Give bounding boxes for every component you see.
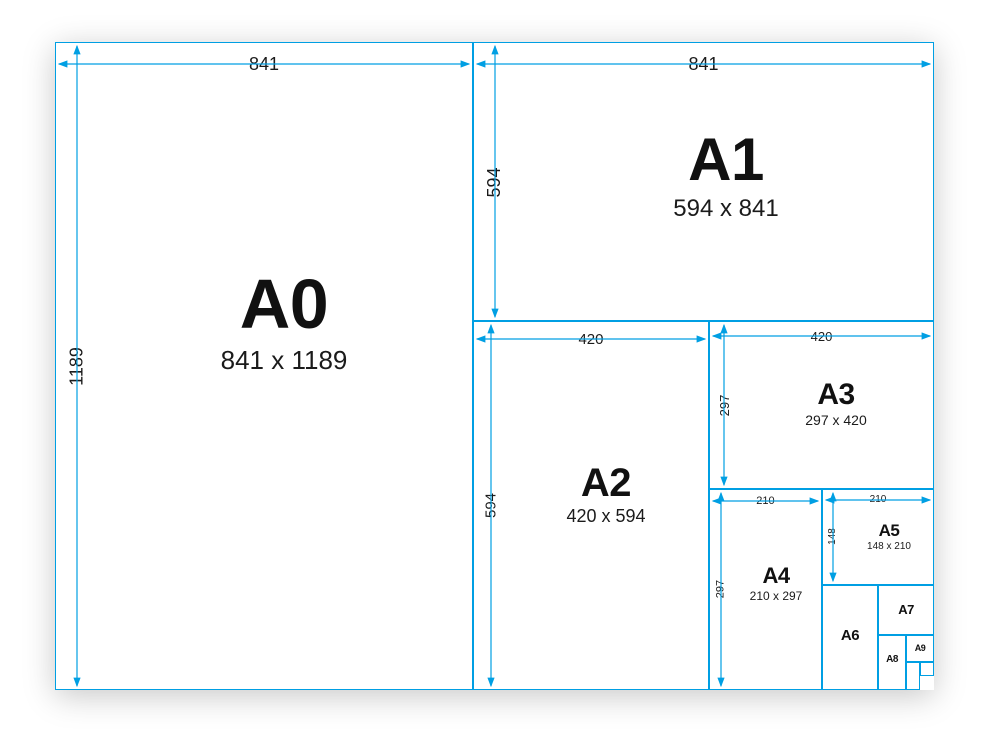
dimension-label: 148: [827, 528, 838, 545]
dimension-label: 1189: [66, 346, 87, 388]
dimension-label: 420: [578, 331, 604, 348]
pane-a6-label: A6: [710, 628, 989, 643]
dimension-label: 841: [248, 54, 279, 75]
dimension-label: 420: [810, 329, 833, 344]
pane-a8-title: A8: [886, 655, 898, 665]
pane-a6-title: A6: [841, 628, 859, 643]
pane-a0-dims: 841 x 1189: [221, 345, 348, 376]
pane-a1-title: A1: [688, 130, 764, 190]
pane-a8-label: A8: [752, 655, 989, 665]
pane-a3-dims: 297 x 420: [805, 412, 867, 428]
pane-a4-title: A4: [762, 565, 789, 587]
pane-a9-label: A9: [780, 644, 989, 653]
pane-a5-title: A5: [879, 522, 900, 539]
pane-a3-label: A3 297 x 420: [696, 380, 976, 428]
pane-a7-label: A7: [766, 603, 989, 616]
pane-a0-label: A0 841 x 1189: [144, 269, 424, 376]
paper-size-diagram: A0 841 x 1189 841 1189 A1 594 x 841 841 594 A2 42…: [0, 0, 989, 732]
dimension-label: 297: [716, 394, 731, 417]
pane-a10: [906, 662, 920, 690]
pane-a1-dims: 594 x 841: [673, 195, 778, 223]
pane-a2-dims: 420 x 594: [566, 506, 645, 527]
pane-a9-title: A9: [915, 644, 926, 653]
pane-a0-title: A0: [240, 269, 328, 339]
pane-a11: [920, 662, 934, 676]
pane-a5-label: A5 148 x 210: [749, 522, 989, 552]
dimension-label: 297: [715, 579, 727, 598]
pane-a3-title: A3: [817, 380, 854, 410]
dimension-label: 594: [484, 166, 505, 197]
dimension-label: 210: [756, 495, 775, 507]
dimension-label: 594: [482, 492, 499, 518]
dimension-label: 841: [688, 54, 719, 75]
pane-a5-dims: 148 x 210: [867, 541, 911, 552]
pane-a2-title: A2: [581, 463, 631, 503]
pane-a7-title: A7: [898, 603, 914, 616]
dimension-label: 210: [869, 494, 886, 505]
pane-a4-dims: 210 x 297: [750, 589, 803, 603]
pane-a1-label: A1 594 x 841: [586, 130, 866, 223]
pane-a2-label: A2 420 x 594: [466, 463, 746, 527]
